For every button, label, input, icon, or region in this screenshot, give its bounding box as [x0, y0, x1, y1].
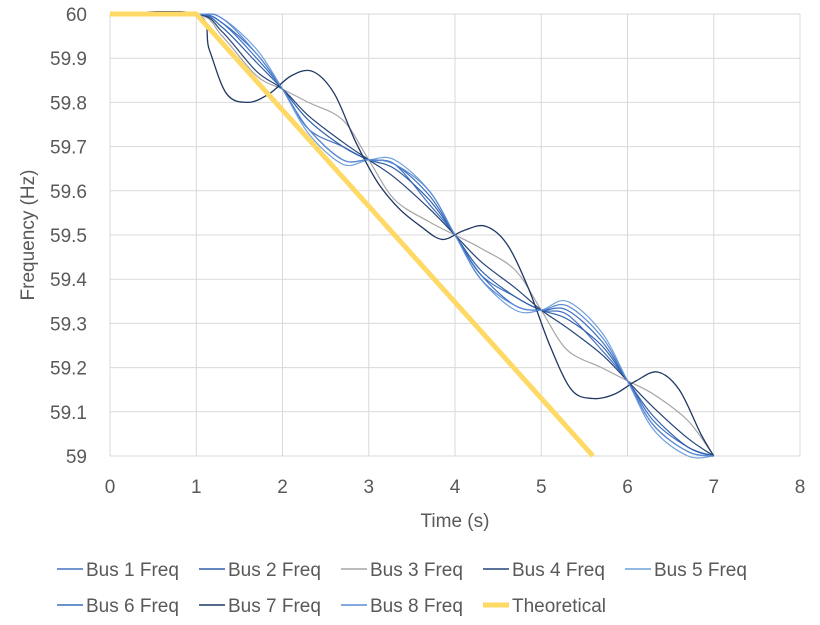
y-tick-label: 59.2 — [50, 359, 87, 380]
series-line-bus-3-freq — [110, 11, 715, 457]
x-tick-label: 1 — [191, 477, 202, 498]
x-tick-label: 4 — [450, 477, 461, 498]
x-axis-title: Time (s) — [421, 511, 490, 532]
x-tick-label: 3 — [363, 477, 374, 498]
legend-label-bus-1-freq: Bus 1 Freq — [86, 560, 179, 581]
series-line-theoretical — [110, 11, 595, 458]
legend-label-bus-3-freq: Bus 3 Freq — [370, 560, 463, 581]
legend-label-bus-4-freq: Bus 4 Freq — [512, 560, 605, 581]
series-lines — [110, 11, 715, 459]
y-tick-label: 59.4 — [50, 270, 87, 291]
x-tick-label: 8 — [795, 477, 806, 498]
y-tick-label: 59.8 — [50, 93, 87, 114]
x-tick-labels: 0 1 2 3 4 5 6 7 8 — [105, 477, 806, 498]
y-tick-label: 59.3 — [50, 314, 87, 335]
legend-label-bus-8-freq: Bus 8 Freq — [370, 596, 463, 617]
y-tick-label: 59.9 — [50, 49, 87, 70]
y-tick-label: 59.7 — [50, 138, 87, 159]
y-tick-labels: 59 59.1 59.2 59.3 59.4 59.5 59.6 59.7 59.8 59.9 60 — [50, 5, 87, 468]
legend-label-bus-2-freq: Bus 2 Freq — [228, 560, 321, 581]
x-tick-label: 7 — [708, 477, 719, 498]
legend-label-bus-7-freq: Bus 7 Freq — [228, 596, 321, 617]
series-line-bus-8-freq — [110, 13, 714, 457]
series-line-bus-4-freq — [110, 12, 715, 457]
x-tick-label: 0 — [105, 477, 116, 498]
y-tick-label: 59.1 — [50, 403, 87, 424]
legend-label-bus-6-freq: Bus 6 Freq — [86, 596, 179, 617]
series-line-bus-5-freq — [110, 13, 714, 459]
y-tick-label: 60 — [66, 5, 87, 26]
y-tick-label: 59.6 — [50, 182, 87, 203]
legend: Bus 1 Freq Bus 2 Freq Bus 3 Freq Bus 4 Freq… — [57, 560, 747, 617]
y-axis-title: Frequency (Hz) — [18, 170, 39, 301]
legend-label-theoretical: Theoretical — [512, 596, 606, 617]
y-tick-label: 59 — [66, 447, 87, 468]
x-tick-label: 5 — [536, 477, 547, 498]
series-line-bus-7-freq — [110, 11, 715, 457]
y-tick-label: 59.5 — [50, 226, 87, 247]
x-tick-label: 6 — [622, 477, 633, 498]
legend-label-bus-5-freq: Bus 5 Freq — [654, 560, 747, 581]
x-tick-label: 2 — [277, 477, 288, 498]
